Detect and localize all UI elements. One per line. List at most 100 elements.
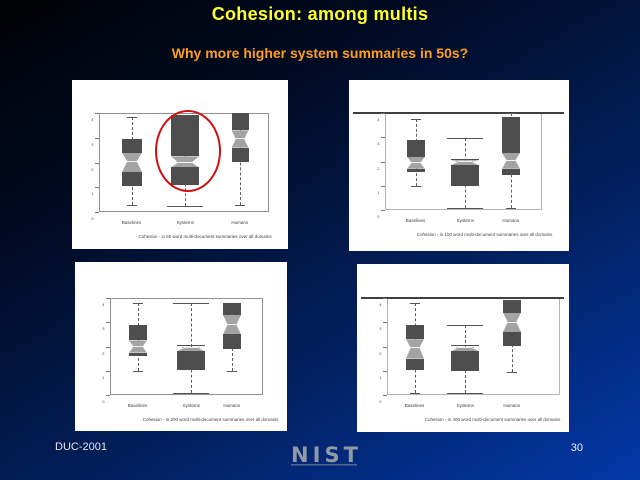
y-axis-tick	[383, 346, 387, 348]
boxplot-panel-400-words: 4 3 2 1 0 Baselines Systems Humans Cohesion - in…	[357, 264, 569, 432]
whisker-bottom-cap	[235, 204, 245, 206]
chart-caption-text: Cohesion - in 50 word multi-document sum…	[138, 234, 272, 239]
y-tick-label-text: 1	[90, 191, 93, 197]
x-category-label: Baselines	[108, 398, 168, 416]
notch-upper	[122, 152, 142, 162]
median-line	[410, 347, 420, 349]
box-upper	[129, 324, 147, 341]
notch-upper	[223, 314, 241, 325]
x-category-label: Systems	[435, 398, 495, 416]
notch-lower	[503, 322, 521, 332]
box-lower	[407, 168, 425, 173]
box-upper	[223, 302, 241, 315]
y-axis-tick	[95, 162, 99, 164]
y-tick-label: 4	[349, 109, 379, 127]
notch-lower	[231, 138, 249, 148]
y-tick-label: 2	[357, 343, 381, 361]
y-axis-tick	[381, 113, 385, 114]
y-tick-label-text: 3	[101, 326, 104, 332]
y-tick-label: 0	[349, 206, 379, 224]
y-tick-label-text: 3	[376, 141, 379, 147]
y-axis-tick	[106, 322, 110, 324]
y-axis-tick	[381, 161, 385, 163]
slide-subtitle: Why more higher system summaries in 50s?	[171, 45, 469, 61]
y-tick-label-text: 2	[376, 165, 379, 171]
notch-lower	[122, 161, 142, 173]
whisker-bottom-cap	[173, 392, 209, 394]
whisker-bottom-cap	[411, 185, 421, 187]
y-axis-tick	[106, 395, 110, 396]
y-tick-label: 0	[357, 391, 381, 409]
y-tick-label: 3	[357, 318, 381, 336]
median-line	[235, 138, 245, 140]
box-lower	[129, 352, 147, 357]
x-category-label: Humans	[481, 213, 541, 231]
whisker-bottom-cap	[447, 207, 483, 209]
y-axis-tick	[106, 370, 110, 372]
y-tick-label-text: 1	[378, 375, 381, 380]
x-category-label-text: Systems	[176, 220, 194, 225]
y-tick-label-text: 0	[90, 216, 93, 221]
notch-upper	[407, 156, 425, 163]
highlight-ellipse	[155, 110, 221, 192]
y-tick-label: 4	[357, 294, 381, 312]
median-line	[506, 159, 516, 161]
median-line	[133, 346, 143, 347]
y-tick-label: 3	[75, 318, 104, 336]
boxplot-panel-50-words: 4 3 2 1 0 Baselines Systems Humans Cohesion - in…	[72, 80, 288, 249]
x-category-label-text: Systems	[182, 403, 200, 408]
plot-top-rule	[353, 112, 564, 114]
y-tick-label-text: 2	[378, 350, 381, 356]
x-category-label-text: Systems	[456, 218, 474, 223]
y-axis-tick	[383, 298, 387, 299]
y-tick-label-text: 3	[378, 326, 381, 332]
whisker-top-cap	[133, 302, 143, 304]
chart-caption: Cohesion - in 100 word multi-document su…	[349, 227, 569, 245]
page-title: Cohesion: among multis	[211, 4, 429, 24]
notch-lower	[129, 346, 147, 353]
median-line	[507, 321, 517, 323]
y-tick-label: 3	[72, 134, 93, 152]
box-upper	[503, 300, 521, 313]
box-upper	[451, 159, 479, 161]
footer-conference-label: DUC-2001	[55, 441, 107, 453]
box-upper	[231, 113, 249, 131]
box-upper	[407, 139, 425, 157]
whisker-bottom-cap	[506, 207, 516, 209]
whisker-top-cap	[447, 138, 483, 140]
y-tick-label-text: 4	[378, 302, 381, 307]
whisker-bottom-cap	[447, 392, 483, 394]
box-lower	[451, 165, 479, 186]
x-category-label: Humans	[202, 398, 262, 416]
box-upper	[451, 345, 479, 347]
y-tick-label: 0	[75, 391, 104, 409]
box-lower	[177, 351, 205, 370]
box-lower	[503, 331, 521, 347]
x-category-label: Baselines	[385, 398, 445, 416]
y-tick-label-text: 3	[90, 142, 93, 147]
y-tick-label: 1	[357, 367, 381, 385]
y-tick-label: 4	[75, 294, 104, 312]
whisker-top-cap	[127, 116, 137, 118]
notch-lower	[177, 347, 205, 352]
y-tick-label-text: 0	[376, 214, 379, 219]
notch-lower	[451, 347, 479, 352]
y-tick-label: 4	[72, 109, 93, 127]
box-lower	[451, 351, 479, 371]
y-axis-tick	[95, 113, 99, 114]
notch-upper	[502, 153, 520, 161]
x-category-label-text: Baselines	[406, 218, 426, 223]
y-axis-tick	[383, 370, 387, 372]
svg-text:NIST: NIST	[291, 443, 359, 467]
box-upper	[177, 345, 205, 347]
notch-lower	[407, 162, 425, 169]
y-tick-label-text: 2	[101, 350, 104, 356]
x-category-label: Humans	[482, 398, 542, 416]
y-tick-label-text: 4	[101, 302, 104, 307]
whisker-bottom-cap	[410, 392, 420, 394]
y-tick-label-text: 1	[376, 190, 379, 195]
chart-caption-text: Cohesion - in 100 word multi-document su…	[416, 232, 553, 237]
box-lower	[223, 334, 241, 349]
notch-upper	[451, 346, 479, 348]
